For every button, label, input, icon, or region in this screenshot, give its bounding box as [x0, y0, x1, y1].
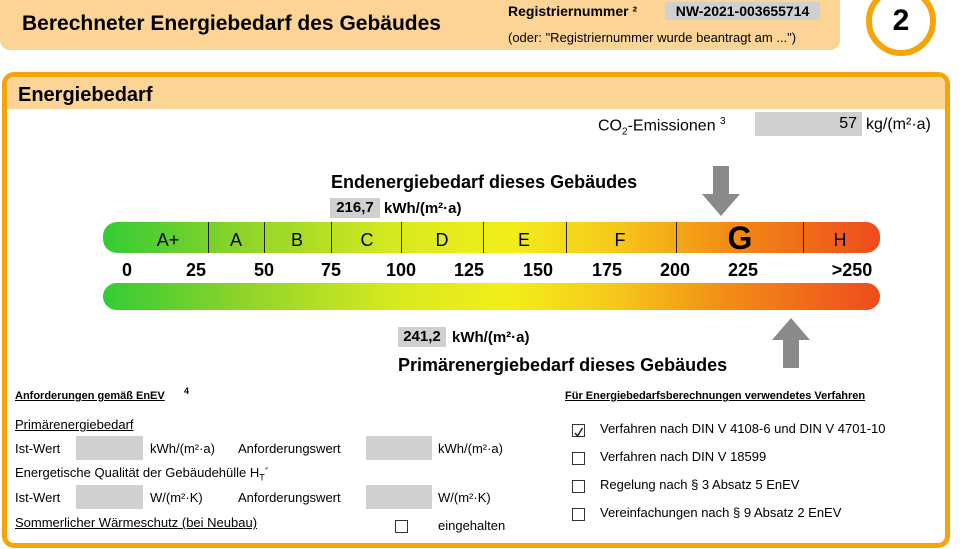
scale-tick-label: 125	[453, 260, 485, 280]
scale-tick-label: 100	[385, 260, 417, 280]
class-separator	[803, 222, 804, 253]
scale-tick-label: 0	[121, 260, 133, 280]
end-title: Endenergiebedarf dieses Gebäudes	[331, 172, 638, 192]
envelope-required-label: Anforderungswert	[238, 490, 341, 505]
primary-title: Primärenergiebedarf dieses Gebäudes	[398, 355, 728, 375]
co2-unit: kg/(m²·a)	[866, 116, 931, 133]
primary-req-title: Primärenergiebedarf	[15, 417, 134, 432]
class-separator	[208, 222, 209, 253]
checkbox[interactable]	[572, 508, 585, 521]
class-separator	[331, 222, 332, 253]
scale-tick-label: 50	[253, 260, 275, 280]
primary-arrow	[772, 318, 810, 368]
envelope-title-sub: T	[259, 472, 265, 483]
class-label: H	[833, 230, 847, 250]
checkbox[interactable]	[572, 480, 585, 493]
end-unit: kWh/(m²·a)	[384, 200, 462, 217]
class-bar	[103, 222, 880, 253]
section-title: Energiebedarf	[18, 84, 153, 106]
end-value: 216,7	[330, 198, 380, 218]
co2-footnote: 3	[720, 116, 726, 127]
class-label: B	[290, 230, 304, 250]
method-label: Regelung nach § 3 Absatz 5 EnEV	[600, 477, 800, 492]
method-label: Verfahren nach DIN V 18599	[600, 449, 767, 464]
section-header	[7, 77, 945, 109]
scale-tick-label: 225	[727, 260, 759, 280]
reg-number: NW-2021-003655714	[665, 2, 820, 20]
primary-bar	[103, 283, 880, 310]
requirements-heading: Anforderungen gemäß EnEV	[15, 390, 165, 402]
page-number: 2	[866, 0, 936, 56]
input-field[interactable]	[366, 436, 432, 460]
summer-title: Sommerlicher Wärmeschutz (bei Neubau)	[15, 515, 258, 530]
summer-option: eingehalten	[438, 518, 506, 533]
scale-tick-label: 200	[659, 260, 691, 280]
class-separator	[566, 222, 567, 253]
co2-label-end: -Emissionen	[627, 117, 716, 135]
scale-tick-label: >250	[831, 260, 873, 280]
class-label: F	[614, 230, 626, 250]
class-label: E	[517, 230, 531, 250]
co2-value: 57	[755, 112, 862, 136]
co2-label: CO2-Emissionen 3	[598, 116, 726, 138]
class-label: C	[360, 230, 374, 250]
class-separator	[483, 222, 484, 253]
primary-required-unit: kWh/(m²·a)	[438, 441, 503, 456]
requirements-heading-text: Anforderungen gemäß EnEV	[15, 390, 165, 402]
methods-heading: Für Energiebedarfsberechnungen verwendet…	[565, 390, 866, 402]
checkbox[interactable]	[572, 452, 585, 465]
scale-tick-label: 25	[185, 260, 207, 280]
class-label: A	[229, 230, 243, 250]
primary-unit: kWh/(m²·a)	[452, 329, 530, 346]
header-title: Berechneter Energiebedarf des Gebäudes	[22, 12, 441, 35]
input-field[interactable]	[366, 485, 432, 509]
class-separator	[401, 222, 402, 253]
reg-note: (oder: "Registriernummer wurde beantragt…	[508, 30, 797, 45]
method-label: Vereinfachungen nach § 9 Absatz 2 EnEV	[600, 505, 842, 520]
class-separator	[676, 222, 677, 253]
envelope-actual-unit: W/(m²·K)	[150, 490, 203, 505]
checkbox[interactable]	[572, 424, 585, 438]
class-label: G	[727, 220, 753, 256]
checkbox[interactable]	[395, 520, 408, 533]
co2-label-sub: 2	[622, 126, 628, 138]
method-label: Verfahren nach DIN V 4108-6 und DIN V 47…	[600, 421, 886, 436]
envelope-required-unit: W/(m²·K)	[438, 490, 491, 505]
input-field[interactable]	[76, 485, 143, 509]
primary-value: 241,2	[398, 327, 446, 347]
primary-required-label: Anforderungswert	[238, 441, 341, 456]
reg-label: Registriernummer ²	[508, 3, 638, 19]
scale-tick-label: 150	[522, 260, 554, 280]
section-box	[2, 72, 950, 548]
end-arrow	[702, 166, 740, 216]
co2-label-start: CO	[598, 117, 622, 135]
check-mark	[574, 427, 584, 438]
scale-tick-label: 75	[320, 260, 342, 280]
scale-tick-label: 175	[591, 260, 623, 280]
primary-actual-unit: kWh/(m²·a)	[150, 441, 215, 456]
envelope-title: Energetische Qualität der Gebäudehülle H…	[15, 465, 269, 483]
primary-actual-label: Ist-Wert	[15, 441, 61, 456]
class-separator	[264, 222, 265, 253]
class-label: A+	[156, 230, 180, 250]
envelope-actual-label: Ist-Wert	[15, 490, 61, 505]
envelope-title-end: ´	[264, 465, 270, 480]
class-label: D	[435, 230, 449, 250]
requirements-footnote: 4	[184, 386, 190, 396]
input-field[interactable]	[76, 436, 143, 460]
envelope-title-start: Energetische Qualität der Gebäudehülle H	[15, 465, 260, 480]
